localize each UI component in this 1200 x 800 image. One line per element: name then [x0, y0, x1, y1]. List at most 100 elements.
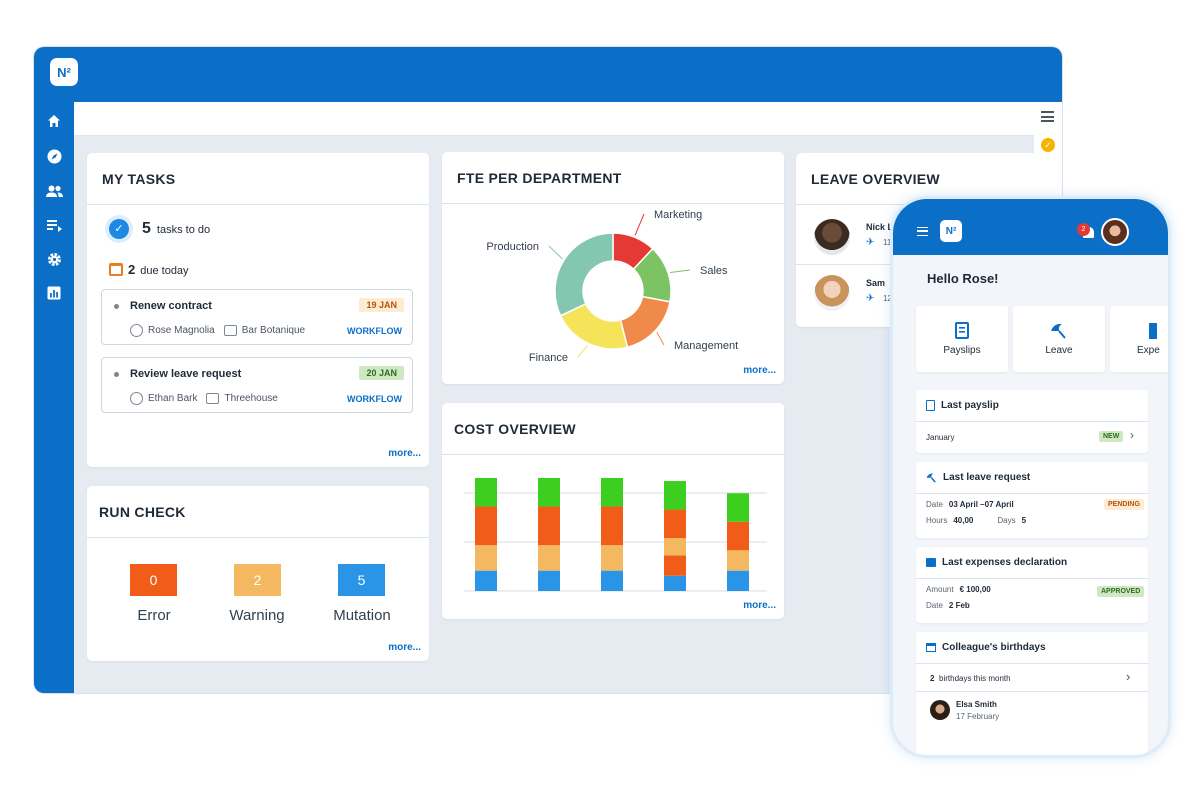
expense-approved-badge: APPROVED — [1097, 586, 1145, 597]
cost-bar-segment[interactable] — [538, 570, 560, 591]
top-bar: N² — [34, 47, 1062, 102]
cost-bar-segment[interactable] — [538, 545, 560, 571]
cost-bar-segment[interactable] — [664, 538, 686, 556]
cost-bar-segment[interactable] — [475, 545, 497, 571]
hamburger-icon[interactable] — [917, 227, 928, 236]
warning-count-box[interactable]: 2 — [234, 564, 281, 596]
mutation-count-box[interactable]: 5 — [338, 564, 385, 596]
cost-bar-segment[interactable] — [664, 575, 686, 591]
last-leave-header: Last leave request — [916, 462, 1148, 494]
gear-icon[interactable] — [45, 250, 63, 268]
donut-leader-line — [634, 213, 645, 236]
task-meta: Ethan Bark Threehouse — [130, 392, 278, 405]
fte-more-link[interactable]: more... — [743, 365, 776, 376]
birthdays-count: 2 — [930, 674, 935, 683]
cost-bar-segment[interactable] — [727, 521, 749, 551]
birthdays-count-label: birthdays this month — [939, 674, 1011, 683]
chevron-right-icon[interactable]: › — [1130, 428, 1134, 442]
leave-date-value: 03 April –07 April — [948, 500, 1014, 509]
cost-bar-segment[interactable] — [601, 545, 623, 571]
task-person: Ethan Bark — [148, 393, 198, 404]
menu-icon[interactable] — [1041, 111, 1054, 122]
task-item[interactable]: Renew contract 19 JAN Rose Magnolia Bar … — [101, 289, 413, 345]
leave-person-value: 12 — [883, 294, 892, 303]
building-icon — [206, 393, 220, 404]
last-leave-card[interactable]: Last leave request Date 03 April –07 Apr… — [916, 462, 1148, 538]
cost-bar-segment[interactable] — [664, 509, 686, 539]
notification-count: 2 — [1077, 223, 1090, 236]
user-avatar[interactable] — [1101, 218, 1129, 246]
last-payslip-card[interactable]: Last payslip January NEW › — [916, 390, 1148, 453]
cost-bar-segment[interactable] — [601, 570, 623, 591]
payslips-tile[interactable]: Payslips — [916, 306, 1008, 372]
donut-slice-management[interactable] — [619, 295, 671, 349]
list-icon[interactable] — [45, 216, 63, 234]
task-workflow-tag[interactable]: WORKFLOW — [347, 326, 402, 336]
birthdays-count-row[interactable]: 2 birthdays this month › — [916, 664, 1148, 692]
error-count-box[interactable]: 0 — [130, 564, 177, 596]
mobile-logo[interactable]: N² — [940, 220, 962, 242]
expense-date-value: 2 Feb — [948, 601, 970, 610]
task-date-badge: 19 JAN — [359, 298, 404, 312]
users-icon[interactable] — [45, 182, 63, 200]
cost-bar-segment[interactable] — [475, 477, 497, 507]
donut-label: Sales — [700, 265, 728, 277]
greeting: Hello Rose! — [927, 271, 999, 286]
cost-bar-segment[interactable] — [538, 477, 560, 507]
avatar — [814, 275, 850, 311]
check-status-icon[interactable]: ✓ — [1041, 138, 1055, 152]
cost-more-link[interactable]: more... — [743, 600, 776, 611]
cost-bar-segment[interactable] — [475, 570, 497, 591]
cost-overview-card: COST OVERVIEW more... — [442, 403, 784, 619]
todo-check-icon: ✓ — [105, 215, 133, 243]
cost-bar-segment[interactable] — [601, 506, 623, 546]
todo-label: tasks to do — [156, 224, 211, 236]
last-payslip-header: Last payslip — [916, 390, 1148, 422]
my-tasks-title: MY TASKS — [87, 153, 429, 205]
expense-date-row: Date 2 Feb — [926, 601, 970, 610]
fte-title: FTE PER DEPARTMENT — [442, 152, 784, 204]
cost-bar-segment[interactable] — [538, 506, 560, 546]
home-icon[interactable] — [45, 112, 63, 130]
cost-bar-segment[interactable] — [727, 570, 749, 591]
error-label: Error — [137, 607, 171, 624]
last-payslip-title: Last payslip — [941, 400, 999, 411]
building-icon — [223, 325, 237, 336]
leave-tile[interactable]: Leave — [1013, 306, 1105, 372]
expenses-card[interactable]: Last expenses declaration Amount € 100,0… — [916, 547, 1148, 623]
calendar-icon — [109, 263, 123, 276]
cost-bar-segment[interactable] — [727, 550, 749, 571]
birthdays-card[interactable]: Colleague's birthdays 2 birthdays this m… — [916, 632, 1148, 755]
cost-bar-segment[interactable] — [664, 481, 686, 510]
donut-label: Marketing — [654, 209, 702, 221]
task-workflow-tag[interactable]: WORKFLOW — [347, 394, 402, 404]
donut-slice-production[interactable] — [554, 232, 614, 317]
chart-icon[interactable] — [45, 284, 63, 302]
plane-icon: ✈ — [866, 237, 875, 248]
expenses-tile[interactable]: Expe — [1110, 306, 1168, 372]
leave-date-label: Date — [926, 500, 943, 509]
task-item[interactable]: Review leave request 20 JAN Ethan Bark T… — [101, 357, 413, 413]
run-check-more-link[interactable]: more... — [388, 642, 421, 653]
cost-bar-segment[interactable] — [727, 493, 749, 522]
leave-row[interactable]: Sam ✈ 12 — [796, 265, 1062, 325]
warning-label: Warning — [229, 607, 285, 624]
cost-bar-segment[interactable] — [601, 477, 623, 507]
donut-leader-line — [656, 331, 665, 346]
chevron-right-icon: › — [1126, 669, 1131, 684]
payslip-month: January — [926, 433, 955, 442]
due-summary: 2 due today — [128, 262, 189, 277]
leave-label: Leave — [1045, 345, 1073, 356]
app-logo[interactable]: N² — [50, 58, 78, 86]
compass-icon[interactable] — [45, 147, 63, 165]
expense-icon — [1149, 322, 1157, 339]
cost-overview-title: COST OVERVIEW — [442, 403, 784, 455]
cost-bar-segment[interactable] — [475, 506, 497, 546]
payslip-new-badge: NEW — [1099, 431, 1124, 442]
task-bullet — [114, 372, 119, 377]
donut-label: Management — [674, 340, 738, 352]
fte-donut-chart: Marketing Sales Management Finance Productio… — [486, 209, 738, 364]
my-tasks-more-link[interactable]: more... — [388, 448, 421, 459]
donut-leader-line — [670, 269, 691, 273]
cost-bar-segment[interactable] — [664, 555, 686, 576]
